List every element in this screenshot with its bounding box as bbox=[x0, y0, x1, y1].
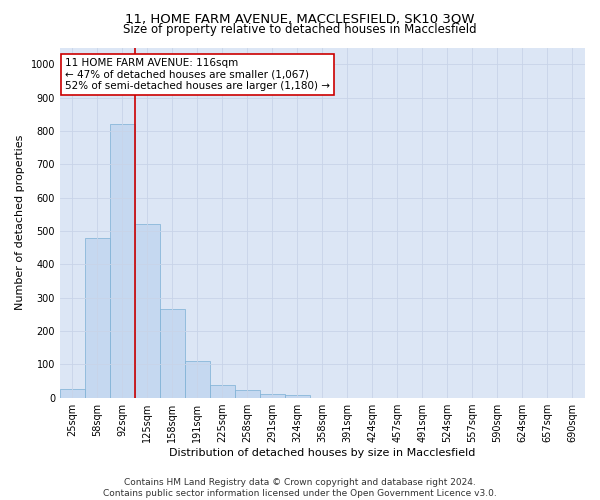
Text: Size of property relative to detached houses in Macclesfield: Size of property relative to detached ho… bbox=[123, 24, 477, 36]
Text: Contains HM Land Registry data © Crown copyright and database right 2024.
Contai: Contains HM Land Registry data © Crown c… bbox=[103, 478, 497, 498]
Bar bbox=[85, 238, 110, 398]
Bar bbox=[160, 309, 185, 398]
Y-axis label: Number of detached properties: Number of detached properties bbox=[15, 135, 25, 310]
Bar bbox=[235, 390, 260, 398]
X-axis label: Distribution of detached houses by size in Macclesfield: Distribution of detached houses by size … bbox=[169, 448, 476, 458]
Bar bbox=[260, 394, 285, 398]
Bar bbox=[135, 224, 160, 398]
Bar bbox=[285, 395, 310, 398]
Bar bbox=[110, 124, 135, 398]
Bar bbox=[60, 388, 85, 398]
Text: 11, HOME FARM AVENUE, MACCLESFIELD, SK10 3QW: 11, HOME FARM AVENUE, MACCLESFIELD, SK10… bbox=[125, 12, 475, 26]
Bar bbox=[185, 361, 210, 398]
Bar bbox=[210, 385, 235, 398]
Text: 11 HOME FARM AVENUE: 116sqm
← 47% of detached houses are smaller (1,067)
52% of : 11 HOME FARM AVENUE: 116sqm ← 47% of det… bbox=[65, 58, 330, 91]
